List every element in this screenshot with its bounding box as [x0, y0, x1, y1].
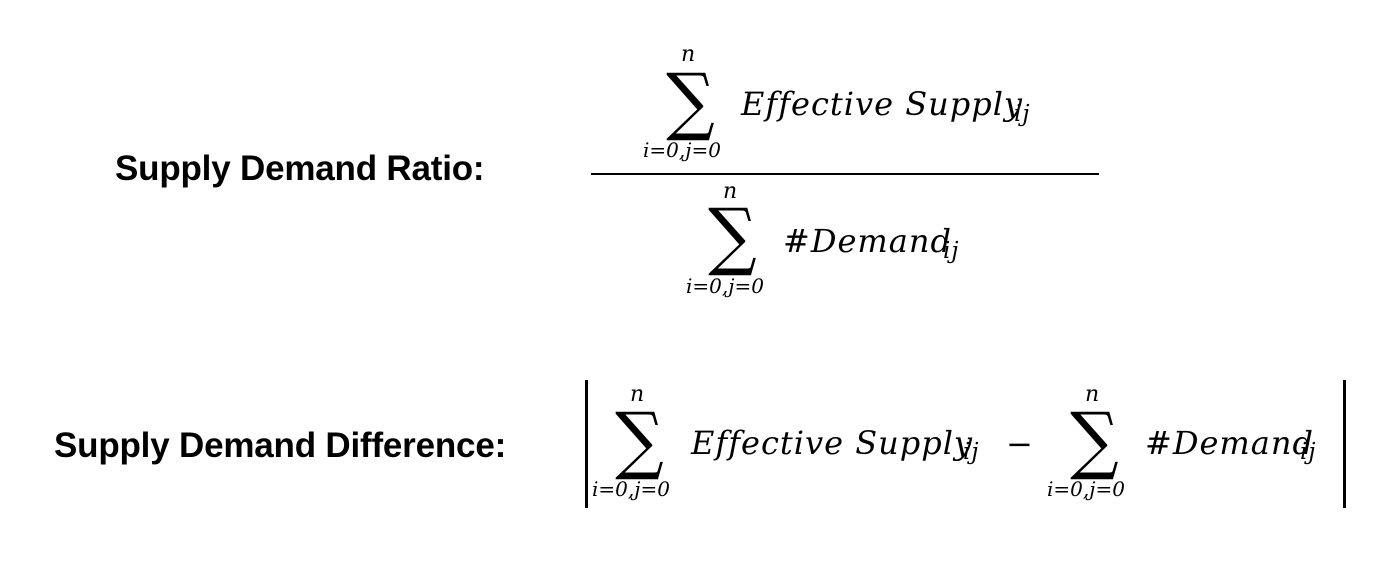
denominator-subscript: ij — [943, 238, 960, 264]
numerator-subscript: ij — [1014, 101, 1031, 127]
denominator-term: #Demand — [783, 222, 952, 260]
difference-right-lower-limit: i=0,j=0 — [1047, 477, 1125, 501]
difference-right-sum-icon: ∑ — [1070, 397, 1119, 483]
difference-left-subscript: ij — [963, 439, 980, 465]
numerator-term: Effective Supply — [741, 85, 1023, 123]
difference-right-upper-limit: n — [1085, 382, 1100, 407]
denominator-upper-limit: n — [723, 179, 738, 204]
difference-right-term: #Demand — [1145, 424, 1314, 462]
minus-operator: − — [1006, 425, 1033, 463]
ratio-label: Supply Demand Ratio: — [115, 149, 485, 188]
abs-right-bar — [1343, 380, 1346, 508]
abs-left-bar — [585, 380, 588, 508]
fraction-bar — [591, 173, 1099, 175]
numerator-upper-limit: n — [681, 42, 696, 67]
numerator-lower-limit: i=0,j=0 — [643, 138, 721, 162]
numerator-sum-icon: ∑ — [666, 58, 715, 144]
difference-right-subscript: ij — [1300, 439, 1317, 465]
denominator-lower-limit: i=0,j=0 — [686, 274, 764, 298]
difference-left-sum-icon: ∑ — [615, 397, 664, 483]
difference-left-lower-limit: i=0,j=0 — [592, 477, 670, 501]
difference-left-term: Effective Supply — [691, 424, 973, 462]
denominator-sum-icon: ∑ — [708, 193, 757, 279]
difference-label: Supply Demand Difference: — [54, 426, 507, 465]
difference-left-upper-limit: n — [630, 382, 645, 407]
